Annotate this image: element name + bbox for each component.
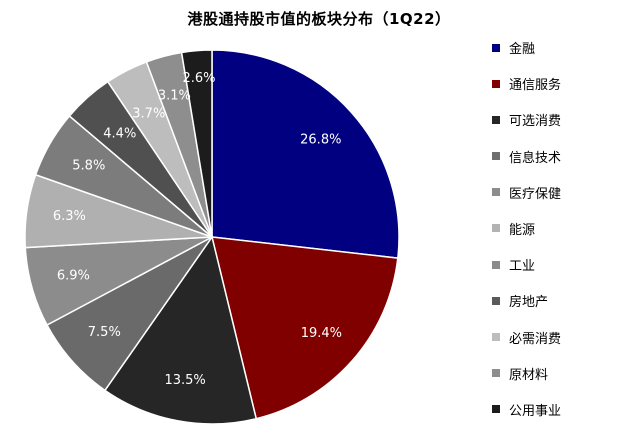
legend-swatch-10 xyxy=(492,369,500,378)
legend-item-6: 能源 xyxy=(492,219,632,238)
slice-label-3: 13.5% xyxy=(164,373,205,388)
slice-label-8: 4.4% xyxy=(103,126,136,141)
legend-label-7: 工业 xyxy=(509,259,536,275)
legend-swatch-2 xyxy=(492,79,500,88)
pie-slice-1 xyxy=(211,49,400,259)
legend-swatch-5 xyxy=(492,188,500,197)
legend-label-2: 通信服务 xyxy=(509,78,562,94)
legend: 金融通信服务可选消费信息技术医疗保健能源工业房地产必需消费原材料公用事业 xyxy=(492,38,632,436)
legend-item-7: 工业 xyxy=(492,255,632,274)
legend-item-11: 公用事业 xyxy=(492,400,632,419)
slice-label-1: 26.8% xyxy=(300,132,341,147)
pie-slice-2 xyxy=(211,236,399,420)
legend-label-9: 必需消费 xyxy=(509,331,562,347)
legend-item-1: 金融 xyxy=(492,38,632,57)
legend-label-3: 可选消费 xyxy=(509,114,562,130)
legend-swatch-11 xyxy=(492,405,500,414)
slice-label-7: 5.8% xyxy=(72,159,105,174)
legend-swatch-4 xyxy=(492,152,500,161)
legend-swatch-6 xyxy=(492,224,500,233)
legend-swatch-8 xyxy=(492,296,500,305)
chart-title: 港股通持股市值的板块分布（1Q22） xyxy=(187,10,451,28)
legend-label-10: 原材料 xyxy=(509,367,549,383)
legend-item-9: 必需消费 xyxy=(492,328,632,347)
pie-slice-3 xyxy=(103,235,258,425)
slice-label-5: 6.9% xyxy=(57,268,90,283)
legend-swatch-9 xyxy=(492,333,500,341)
slice-label-10: 3.1% xyxy=(158,89,191,104)
legend-swatch-7 xyxy=(492,260,500,269)
slice-label-11: 2.6% xyxy=(182,71,215,86)
legend-item-8: 房地产 xyxy=(492,291,632,310)
slice-label-2: 19.4% xyxy=(301,326,342,341)
slice-label-6: 6.3% xyxy=(53,209,86,224)
legend-item-5: 医疗保健 xyxy=(492,183,632,202)
legend-swatch-3 xyxy=(492,115,500,124)
legend-swatch-1 xyxy=(492,43,500,52)
legend-label-4: 信息技术 xyxy=(509,150,562,166)
legend-label-8: 房地产 xyxy=(509,295,549,311)
legend-label-6: 能源 xyxy=(509,222,536,238)
legend-item-10: 原材料 xyxy=(492,364,632,383)
slice-label-4: 7.5% xyxy=(88,325,121,340)
slice-label-9: 3.7% xyxy=(132,106,165,121)
legend-label-5: 医疗保健 xyxy=(509,186,562,202)
legend-label-1: 金融 xyxy=(509,42,536,57)
legend-label-11: 公用事业 xyxy=(509,403,562,419)
legend-item-4: 信息技术 xyxy=(492,147,632,166)
legend-item-2: 通信服务 xyxy=(492,74,632,93)
pie-slice-11 xyxy=(180,49,213,238)
legend-item-3: 可选消费 xyxy=(492,110,632,129)
